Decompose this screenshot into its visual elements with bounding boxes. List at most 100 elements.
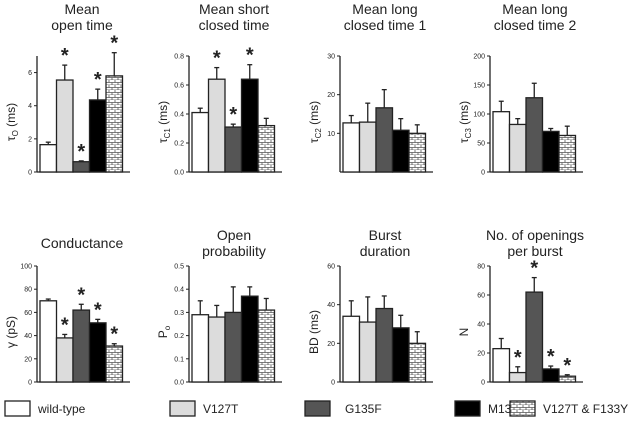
bar-v127t: [508, 123, 527, 173]
legend-item: V127T & F133Y: [509, 400, 628, 417]
significance-star: *: [77, 284, 85, 306]
bar-g135f: [224, 311, 243, 383]
y-tick-label: 50: [477, 141, 485, 148]
bar-m137c: [391, 327, 410, 383]
y-tick-label: 20: [327, 341, 335, 348]
significance-star: *: [61, 314, 69, 336]
y-tick-label: 0: [28, 170, 32, 177]
y-axis-label-sub: C2: [314, 128, 323, 139]
panel-title: No. of openings: [486, 227, 584, 243]
legend-swatch: [304, 400, 331, 417]
bar-wild-type: [492, 347, 511, 383]
panel-title: Mean short: [199, 1, 269, 17]
y-tick-label: 40: [327, 302, 335, 309]
y-axis-label-main: BD (ms): [307, 310, 321, 354]
bar-v127t-f133y: [558, 375, 577, 383]
bar-wild-type: [342, 315, 361, 383]
bar-v127t-f133y: [408, 342, 427, 383]
bar-wild-type: [39, 144, 58, 173]
significance-star: *: [110, 33, 118, 55]
bar-m137c: [240, 295, 259, 383]
panel-title: duration: [360, 243, 411, 259]
y-axis-label-main: P: [156, 330, 170, 338]
y-tick-label: 100: [473, 112, 485, 119]
y-tick-label: 200: [473, 54, 485, 61]
significance-star: *: [94, 299, 102, 321]
bar-v127t: [207, 78, 226, 173]
bar-v127t-f133y: [257, 124, 276, 173]
y-axis-label-unit: (ms): [4, 103, 18, 130]
bar-g135f: [72, 309, 91, 383]
panel-title: probability: [202, 243, 266, 259]
bar-wild-type: [191, 111, 210, 173]
y-tick-label: 60: [24, 310, 32, 317]
y-tick-label: 0.8: [174, 54, 184, 61]
legend-swatch: [454, 400, 481, 417]
significance-star: *: [229, 104, 237, 126]
significance-star: *: [514, 347, 522, 369]
y-tick-label: 10: [327, 131, 335, 138]
significance-star: *: [61, 45, 69, 67]
y-axis-label: γ (pS): [4, 316, 18, 348]
y-axis-label-main: N: [457, 328, 471, 337]
legend: wild-type V127T G135F M137C V127T & F133Y: [4, 400, 628, 417]
legend-swatch: [4, 400, 31, 417]
bar-v127t-f133y: [257, 309, 276, 383]
panel-title: open time: [51, 17, 113, 33]
bar-v127t-f133y: [558, 134, 577, 173]
bar-m137c: [240, 78, 259, 173]
y-tick-label: 0.4: [174, 287, 184, 294]
bar-g135f: [375, 107, 394, 173]
y-tick-label: 150: [473, 83, 485, 90]
y-tick-label: 0.3: [174, 310, 184, 317]
legend-label: V127T & F133Y: [543, 402, 628, 416]
bar-v127t: [55, 337, 74, 383]
y-axis-label-sub: C1: [163, 128, 172, 139]
y-tick-label: 40: [24, 333, 32, 340]
legend-item: V127T: [169, 400, 239, 417]
y-tick-label: 40: [477, 322, 485, 329]
panel-title: per burst: [507, 243, 562, 259]
bar-g135f: [224, 126, 243, 173]
y-tick-label: 100: [20, 264, 32, 271]
y-axis-label-main: γ (pS): [4, 316, 18, 348]
legend-item: G135F: [304, 400, 382, 417]
y-axis-label: τC2 (ms): [307, 101, 323, 143]
y-tick-label: 30: [327, 54, 335, 61]
y-tick-label: 0.0: [174, 380, 184, 387]
significance-star: *: [94, 69, 102, 91]
y-tick-label: 0: [28, 380, 32, 387]
significance-star: *: [563, 355, 571, 377]
bar-m137c: [88, 322, 107, 383]
significance-star: *: [547, 346, 555, 368]
bar-wild-type: [39, 300, 58, 383]
panel-title: Mean long: [352, 1, 417, 17]
y-tick-label: 0.4: [174, 112, 184, 119]
bar-v127t-f133y: [105, 345, 124, 383]
panel-title: Mean: [64, 1, 99, 17]
y-axis-label-unit: (ms): [457, 101, 471, 128]
significance-star: *: [213, 48, 221, 70]
y-axis-label-sub: O: [11, 130, 20, 136]
y-tick-label: 80: [24, 287, 32, 294]
significance-star: *: [77, 141, 85, 163]
bar-v127t: [358, 321, 377, 383]
bar-chart-panel: Conductance 0 20 40 60 80 100 γ (pS) * * * *: [4, 235, 130, 387]
panel-title: Mean long: [502, 1, 567, 17]
legend-swatch: [509, 400, 536, 417]
y-axis-label: τC3 (ms): [457, 101, 473, 143]
bar-g135f: [72, 161, 91, 173]
y-tick-label: 80: [477, 264, 485, 271]
legend-label: wild-type: [37, 402, 86, 416]
y-tick-label: 0.0: [174, 170, 184, 177]
bar-v127t: [207, 316, 226, 383]
bar-m137c: [541, 368, 560, 383]
y-tick-label: 60: [477, 293, 485, 300]
bar-v127t-f133y: [105, 75, 124, 173]
